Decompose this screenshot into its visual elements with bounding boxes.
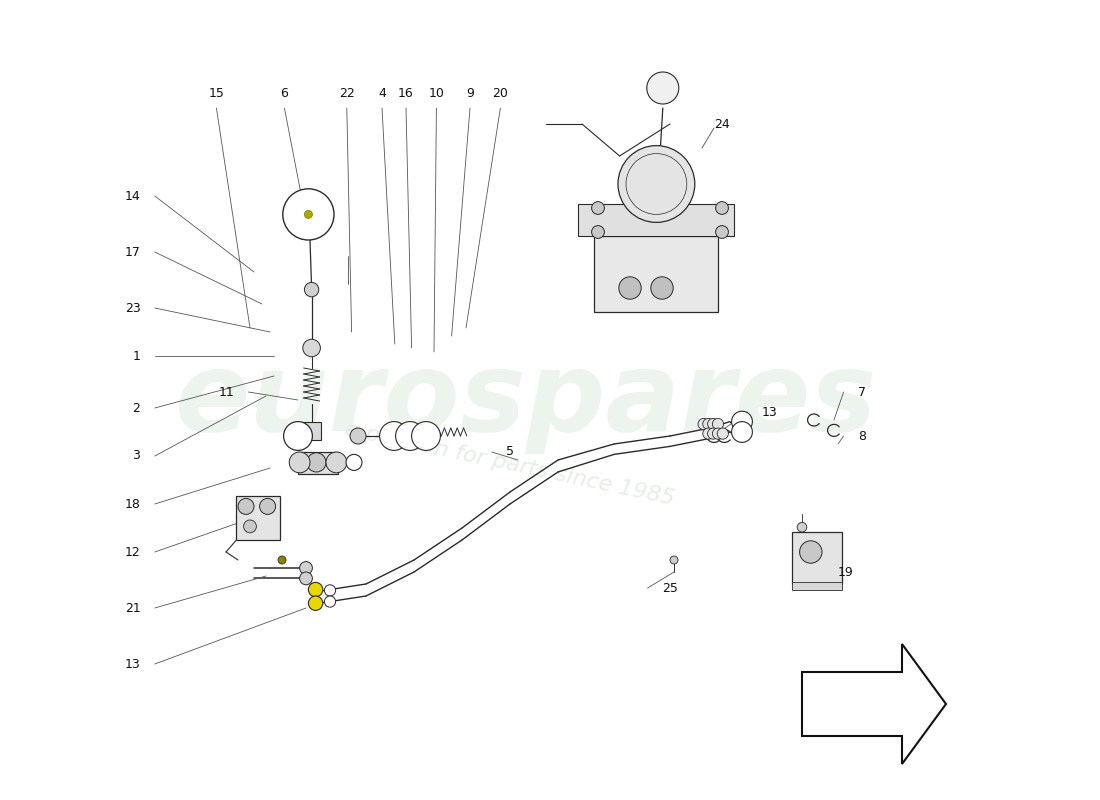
Text: a passion for parts since 1985: a passion for parts since 1985	[343, 419, 676, 509]
Circle shape	[243, 520, 256, 533]
Circle shape	[326, 452, 346, 473]
Circle shape	[238, 498, 254, 514]
Text: 13: 13	[762, 406, 778, 418]
Circle shape	[289, 452, 310, 473]
Circle shape	[647, 72, 679, 104]
Circle shape	[283, 189, 334, 240]
Circle shape	[308, 596, 322, 610]
Text: 5: 5	[506, 446, 514, 458]
Circle shape	[592, 202, 604, 214]
Circle shape	[396, 422, 425, 450]
Bar	[236, 496, 280, 540]
Circle shape	[703, 428, 714, 439]
Circle shape	[716, 226, 728, 238]
Text: 3: 3	[132, 450, 141, 462]
Circle shape	[592, 226, 604, 238]
Circle shape	[717, 428, 728, 439]
Circle shape	[324, 596, 336, 607]
Circle shape	[278, 556, 286, 564]
Circle shape	[307, 453, 326, 472]
Circle shape	[732, 411, 752, 432]
Text: 8: 8	[858, 430, 866, 442]
Circle shape	[670, 556, 678, 564]
Text: 22: 22	[339, 87, 354, 100]
Text: 19: 19	[838, 566, 854, 578]
Circle shape	[618, 146, 695, 222]
Circle shape	[732, 422, 752, 442]
Circle shape	[651, 277, 673, 299]
Bar	[578, 204, 734, 236]
Circle shape	[299, 572, 312, 585]
Text: 20: 20	[493, 87, 508, 100]
Text: 16: 16	[398, 87, 414, 100]
Text: 7: 7	[858, 386, 866, 398]
Circle shape	[260, 498, 276, 514]
Text: 24: 24	[714, 118, 730, 130]
Text: 21: 21	[124, 602, 141, 614]
Text: 2: 2	[132, 402, 141, 414]
Circle shape	[379, 422, 408, 450]
Circle shape	[411, 422, 440, 450]
Circle shape	[305, 282, 319, 297]
Circle shape	[707, 418, 718, 430]
Circle shape	[703, 418, 714, 430]
Text: 4: 4	[378, 87, 386, 100]
Circle shape	[698, 418, 710, 430]
Text: 25: 25	[662, 582, 678, 594]
Text: 6: 6	[280, 87, 288, 100]
Text: 18: 18	[124, 498, 141, 510]
Bar	[792, 582, 842, 590]
Circle shape	[716, 202, 728, 214]
Text: 14: 14	[124, 190, 141, 202]
Circle shape	[798, 522, 806, 532]
Circle shape	[346, 454, 362, 470]
Circle shape	[324, 585, 336, 596]
Circle shape	[707, 428, 718, 439]
Text: 13: 13	[124, 658, 141, 670]
Circle shape	[713, 418, 724, 430]
Circle shape	[350, 428, 366, 444]
Circle shape	[299, 562, 312, 574]
Text: eurospares: eurospares	[175, 346, 878, 454]
Text: 11: 11	[218, 386, 234, 398]
Text: 9: 9	[466, 87, 474, 100]
Bar	[298, 452, 338, 474]
Circle shape	[302, 339, 320, 357]
Bar	[594, 236, 718, 312]
Text: 23: 23	[124, 302, 141, 314]
Text: 12: 12	[124, 546, 141, 558]
Circle shape	[308, 582, 322, 597]
Circle shape	[619, 277, 641, 299]
Text: 10: 10	[429, 87, 444, 100]
Circle shape	[305, 210, 312, 218]
Circle shape	[800, 541, 822, 563]
Bar	[302, 422, 321, 440]
Text: 15: 15	[209, 87, 224, 100]
Text: 17: 17	[124, 246, 141, 258]
Circle shape	[713, 428, 724, 439]
Bar	[792, 532, 842, 584]
Text: 1: 1	[132, 350, 141, 362]
Circle shape	[284, 422, 312, 450]
